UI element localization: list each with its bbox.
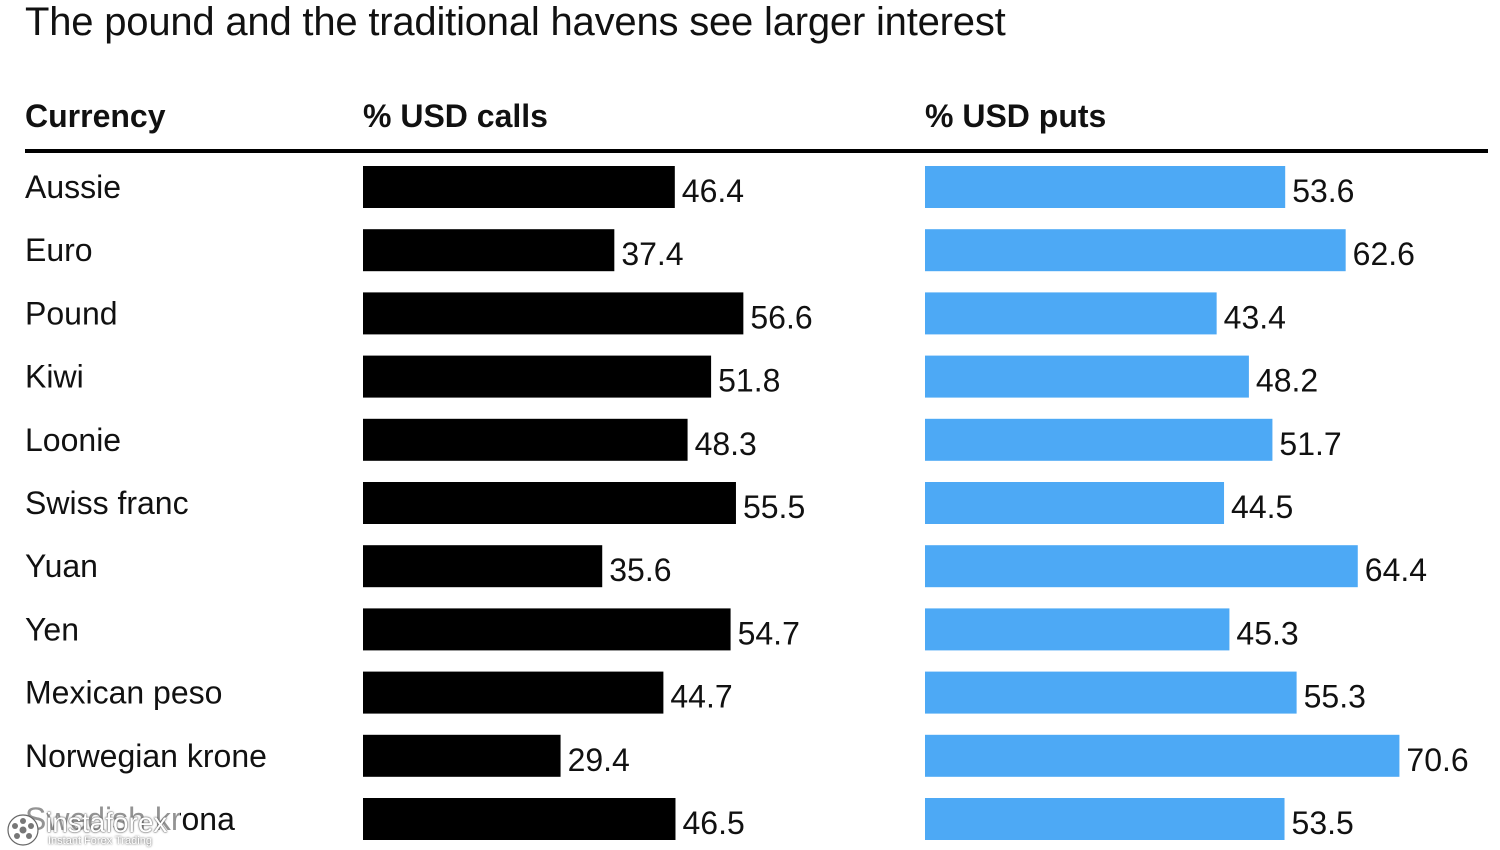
usd-puts-value-label-10: 70.6 — [1406, 742, 1468, 778]
usd-puts-bar-6 — [925, 482, 1225, 524]
usd-calls-value-label-9: 44.7 — [670, 679, 732, 715]
instaforex-logo-icon — [7, 814, 39, 846]
usd-puts-bar-10 — [925, 734, 1400, 777]
usd-puts-value-label-2: 62.6 — [1353, 236, 1415, 272]
usd-puts-column-header: % USD puts — [925, 98, 1107, 134]
usd-puts-bar-2 — [925, 229, 1346, 272]
usd-calls-bar-10 — [363, 734, 561, 777]
currency-label-3: Pound — [25, 295, 118, 331]
usd-calls-value-label-8: 54.7 — [738, 615, 800, 651]
usd-calls-column-header: % USD calls — [363, 98, 548, 134]
usd-calls-value-label-1: 46.4 — [682, 173, 744, 209]
usd-puts-bar-4 — [925, 355, 1249, 398]
usd-puts-bar-7 — [925, 545, 1358, 588]
usd-puts-value-label-9: 55.3 — [1304, 679, 1366, 715]
currency-label-4: Kiwi — [25, 359, 84, 395]
usd-calls-bar-7 — [363, 545, 603, 588]
usd-puts-bar-3 — [925, 292, 1217, 335]
watermark-brand: instaforex — [46, 807, 168, 838]
currency-label-5: Loonie — [25, 422, 121, 458]
currency-label-8: Yen — [25, 611, 79, 647]
watermark-tagline: Instant Forex Trading — [48, 835, 152, 847]
usd-puts-bar-9 — [925, 671, 1297, 714]
instaforex-watermark: instaforex Instant Forex Trading — [0, 805, 180, 850]
usd-calls-bar-9 — [363, 671, 664, 714]
usd-calls-bar-8 — [363, 608, 731, 651]
currency-label-10: Norwegian krone — [25, 738, 267, 774]
usd-puts-bar-1 — [925, 166, 1286, 208]
usd-calls-bar-5 — [363, 418, 688, 461]
usd-calls-bar-2 — [363, 229, 615, 272]
header-rule — [25, 149, 1488, 153]
usd-calls-value-label-10: 29.4 — [568, 742, 630, 778]
usd-puts-value-label-1: 53.6 — [1292, 173, 1354, 209]
usd-puts-value-label-8: 45.3 — [1236, 615, 1298, 651]
currency-label-2: Euro — [25, 232, 93, 268]
usd-puts-value-label-3: 43.4 — [1224, 299, 1286, 335]
currency-label-7: Yuan — [25, 548, 98, 584]
usd-calls-bar-1 — [363, 166, 675, 208]
usd-puts-value-label-11: 53.5 — [1292, 805, 1354, 841]
usd-puts-value-label-6: 44.5 — [1231, 489, 1293, 525]
currency-label-1: Aussie — [25, 169, 121, 205]
usd-calls-bar-11 — [363, 798, 676, 840]
usd-puts-value-label-4: 48.2 — [1256, 363, 1318, 399]
usd-puts-value-label-5: 51.7 — [1279, 426, 1341, 462]
usd-calls-bar-4 — [363, 355, 712, 398]
usd-puts-bar-11 — [925, 798, 1285, 840]
usd-calls-value-label-6: 55.5 — [743, 489, 805, 525]
currency-column-header: Currency — [25, 98, 166, 134]
usd-calls-value-label-7: 35.6 — [609, 552, 671, 588]
usd-puts-bar-5 — [925, 418, 1273, 461]
usd-calls-value-label-5: 48.3 — [695, 426, 757, 462]
usd-calls-bar-6 — [363, 482, 736, 524]
currency-label-9: Mexican peso — [25, 675, 222, 711]
usd-calls-value-label-3: 56.6 — [750, 299, 812, 335]
usd-puts-bar-8 — [925, 608, 1230, 651]
usd-calls-value-label-2: 37.4 — [621, 236, 683, 272]
usd-puts-value-label-7: 64.4 — [1365, 552, 1427, 588]
usd-calls-value-label-11: 46.5 — [682, 805, 744, 841]
usd-calls-value-label-4: 51.8 — [718, 363, 780, 399]
chart-title: The pound and the traditional havens see… — [25, 0, 1006, 44]
currency-label-6: Swiss franc — [25, 485, 189, 521]
usd-calls-bar-3 — [363, 292, 744, 335]
